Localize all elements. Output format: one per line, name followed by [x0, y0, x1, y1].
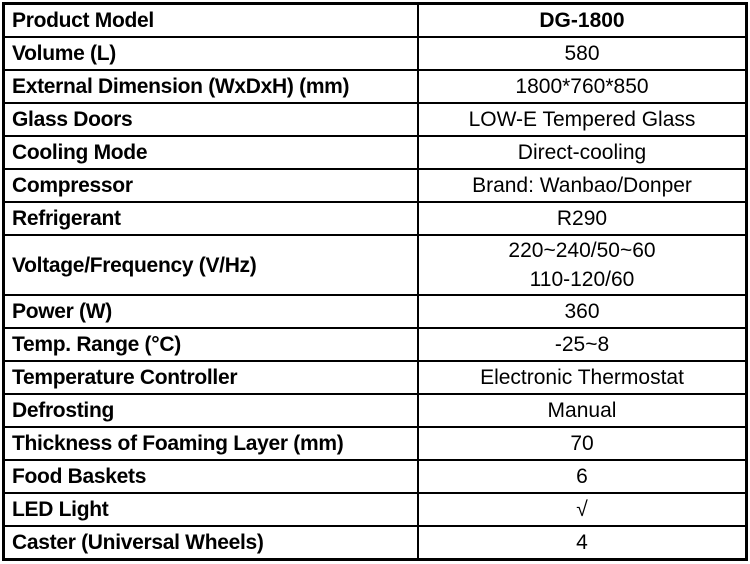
spec-label: Temp. Range (°C)	[2, 327, 419, 362]
spec-label: Volume (L)	[2, 36, 419, 71]
table-row: Temp. Range (°C) -25~8	[2, 327, 748, 362]
spec-value: Manual	[417, 393, 748, 428]
table-row: Product Model DG-1800	[2, 2, 748, 38]
spec-value: Direct-cooling	[417, 135, 748, 170]
spec-label: Food Baskets	[2, 459, 419, 494]
spec-label: Cooling Mode	[2, 135, 419, 170]
table-row: Power (W) 360	[2, 294, 748, 329]
table-row: Refrigerant R290	[2, 201, 748, 236]
table-row: Volume (L) 580	[2, 36, 748, 71]
spec-label: Thickness of Foaming Layer (mm)	[2, 426, 419, 461]
spec-label: Power (W)	[2, 294, 419, 329]
spec-value: 360	[417, 294, 748, 329]
table-row: External Dimension (WxDxH) (mm) 1800*760…	[2, 69, 748, 104]
table-row: Compressor Brand: Wanbao/Donper	[2, 168, 748, 203]
spec-label: Temperature Controller	[2, 360, 419, 395]
spec-value: DG-1800	[417, 2, 748, 38]
table-row: Voltage/Frequency (V/Hz) 220~240/50~60 1…	[2, 234, 748, 296]
spec-value: 6	[417, 459, 748, 494]
spec-value: 4	[417, 525, 748, 561]
spec-value: 580	[417, 36, 748, 71]
spec-value: 70	[417, 426, 748, 461]
table-row: Glass Doors LOW-E Tempered Glass	[2, 102, 748, 137]
spec-value: √	[417, 492, 748, 527]
spec-value: 1800*760*850	[417, 69, 748, 104]
spec-value: LOW-E Tempered Glass	[417, 102, 748, 137]
spec-label: LED Light	[2, 492, 419, 527]
table-row: LED Light √	[2, 492, 748, 527]
spec-label: External Dimension (WxDxH) (mm)	[2, 69, 419, 104]
table-row: Temperature Controller Electronic Thermo…	[2, 360, 748, 395]
table-row: Food Baskets 6	[2, 459, 748, 494]
spec-value: -25~8	[417, 327, 748, 362]
table-row: Cooling Mode Direct-cooling	[2, 135, 748, 170]
spec-label: Product Model	[2, 2, 419, 38]
spec-value: R290	[417, 201, 748, 236]
table-row: Thickness of Foaming Layer (mm) 70	[2, 426, 748, 461]
spec-label: Glass Doors	[2, 102, 419, 137]
spec-label: Compressor	[2, 168, 419, 203]
spec-value: Brand: Wanbao/Donper	[417, 168, 748, 203]
spec-label: Refrigerant	[2, 201, 419, 236]
spec-value: 220~240/50~60 110-120/60	[417, 234, 748, 296]
spec-value: Electronic Thermostat	[417, 360, 748, 395]
table-row: Caster (Universal Wheels) 4	[2, 525, 748, 561]
spec-label: Caster (Universal Wheels)	[2, 525, 419, 561]
spec-label: Voltage/Frequency (V/Hz)	[2, 234, 419, 296]
spec-label: Defrosting	[2, 393, 419, 428]
table-row: Defrosting Manual	[2, 393, 748, 428]
